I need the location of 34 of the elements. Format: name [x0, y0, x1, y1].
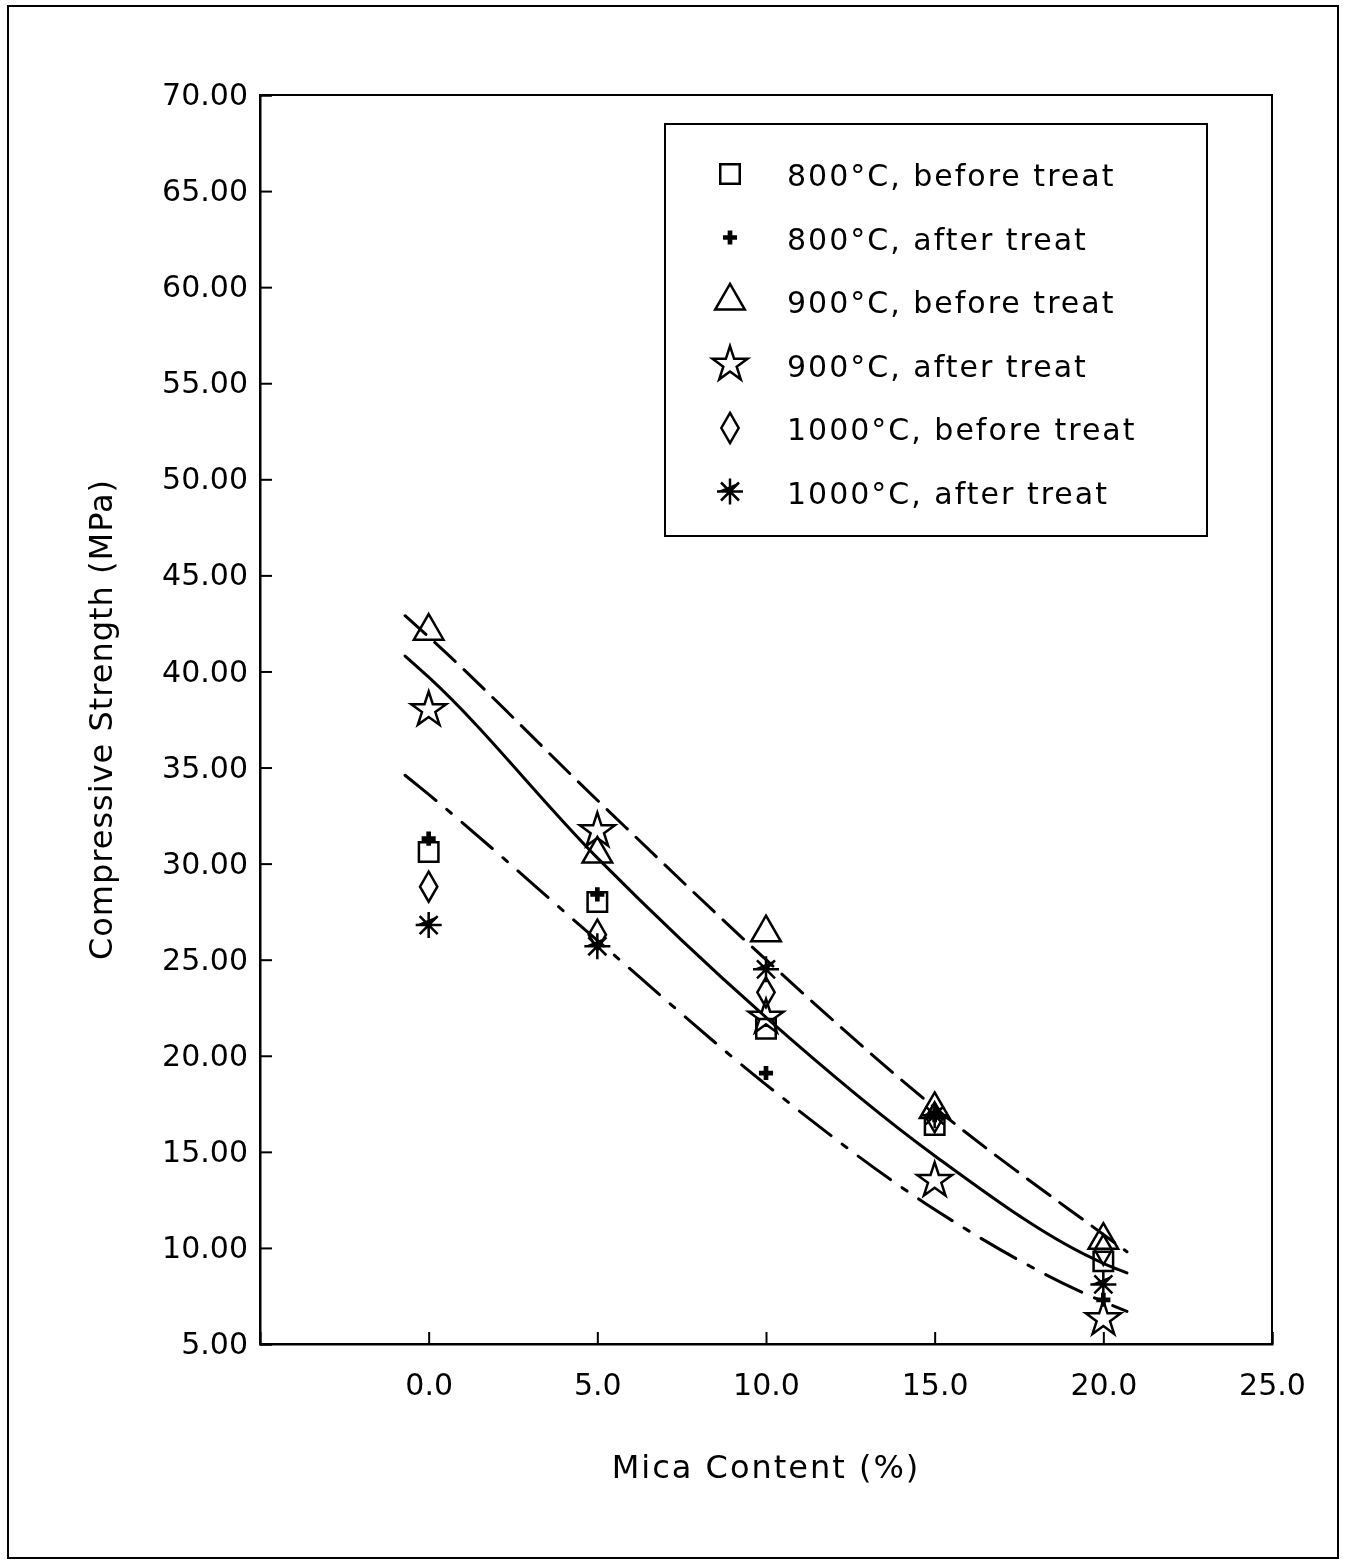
- x-tick-label: 25.0: [1239, 1367, 1306, 1403]
- y-tick-label: 65.00: [162, 173, 248, 209]
- y-tick-label: 55.00: [162, 365, 248, 401]
- legend-label: 900°C, after treat: [787, 348, 1088, 384]
- x-tick-label: 0.0: [405, 1367, 454, 1403]
- point: [1092, 1250, 1115, 1273]
- point: [417, 841, 440, 864]
- y-tick-label: 35.00: [162, 749, 248, 785]
- legend-label: 900°C, before treat: [787, 285, 1116, 320]
- x-axis-title: Mica Content (%): [611, 1448, 921, 1486]
- y-tick-label: 30.00: [162, 845, 248, 881]
- legend-label: 1000°C, before treat: [787, 412, 1137, 447]
- point: [421, 831, 436, 846]
- y-tick-label: 20.00: [162, 1037, 248, 1073]
- y-tick-label: 45.00: [162, 557, 248, 593]
- y-tick-label: 25.00: [162, 941, 248, 977]
- x-tick-label: 10.0: [733, 1367, 800, 1403]
- legend-label: 800°C, after treat: [787, 221, 1088, 257]
- x-tick-label: 20.0: [1070, 1367, 1138, 1403]
- legend-label: 800°C, before treat: [787, 158, 1116, 193]
- y-tick-label: 50.00: [162, 461, 248, 497]
- legend-label: 1000°C, after treat: [787, 475, 1109, 511]
- y-tick-label: 10.00: [162, 1230, 248, 1266]
- y-axis-title: Compressive Strength (MPa): [82, 478, 120, 961]
- point: [755, 1017, 777, 1040]
- y-tick-label: 15.00: [162, 1133, 248, 1169]
- y-tick-label: 40.00: [162, 653, 248, 689]
- point: [586, 891, 609, 914]
- point: [1082, 1299, 1125, 1338]
- x-tick-label: 5.0: [573, 1367, 622, 1403]
- x-tick-label: 15.0: [901, 1367, 969, 1403]
- y-tick-label: 5.00: [181, 1326, 248, 1362]
- y-tick-label: 60.00: [162, 269, 248, 305]
- y-tick-label: 70.00: [162, 77, 248, 113]
